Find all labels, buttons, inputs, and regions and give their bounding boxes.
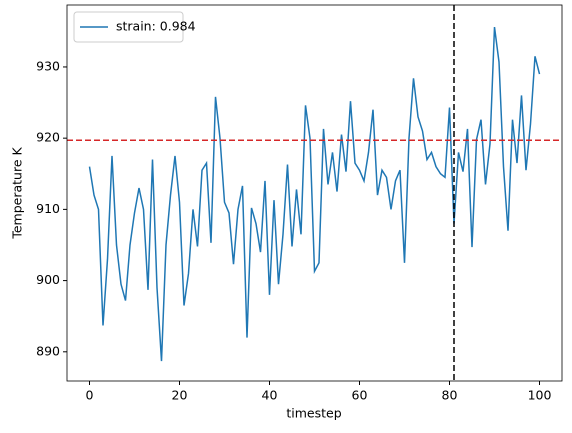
x-tick-label: 40 [262, 388, 278, 403]
x-tick-label: 100 [528, 388, 552, 403]
y-tick-label: 910 [36, 201, 60, 216]
plot-frame [66, 4, 563, 382]
x-tick-label: 60 [352, 388, 368, 403]
legend-box [73, 11, 184, 43]
y-tick-label: 900 [36, 272, 60, 287]
legend-label: strain: 0.984 [116, 19, 196, 34]
x-tick-label: 20 [172, 388, 188, 403]
x-tick-label: 80 [442, 388, 458, 403]
y-axis-label: Temperature K [10, 147, 25, 240]
x-tick-label: 0 [86, 388, 94, 403]
y-tick-label: 890 [36, 343, 60, 358]
y-tick-label: 930 [36, 58, 60, 73]
data-line [88, 26, 541, 362]
x-axis-label: timestep [286, 406, 341, 421]
y-tick-label: 920 [36, 130, 60, 145]
